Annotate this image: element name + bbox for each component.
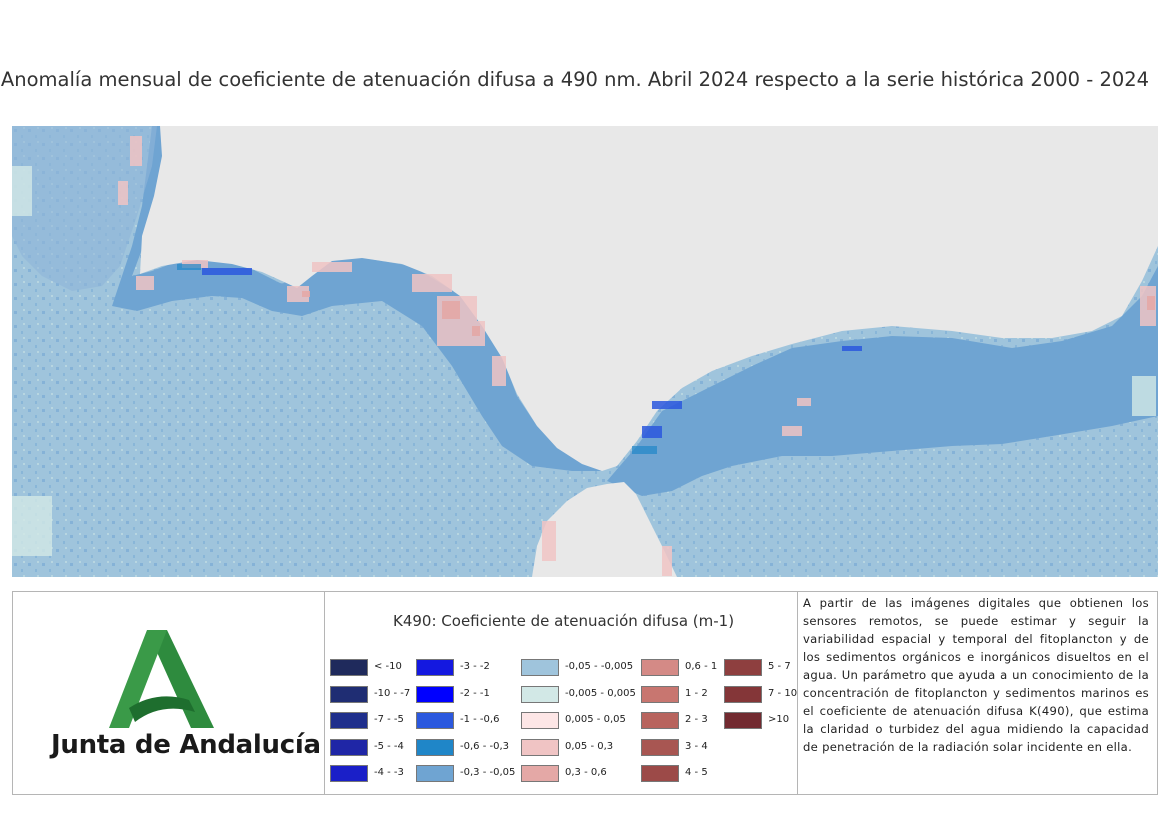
legend-label: -4 - -3: [374, 767, 404, 778]
legend-swatch: [416, 738, 454, 756]
legend-swatch: [416, 712, 454, 729]
map-title: Anomalía mensual de coeficiente de atenu…: [0, 68, 1150, 91]
legend-label: -3 - -2: [460, 661, 490, 672]
legend-swatch: [521, 685, 559, 703]
legend-swatch: [330, 712, 368, 729]
legend-label: 0,3 - 0,6: [565, 767, 607, 778]
legend-title: K490: Coeficiente de atenuación difusa (…: [393, 612, 735, 630]
legend-swatch: [724, 659, 762, 676]
footer-panel: Junta de Andalucía K490: Coeficiente de …: [12, 591, 1158, 795]
legend-swatch: [724, 685, 762, 703]
negative-anomaly-patches: [202, 268, 862, 438]
legend-swatch: [521, 659, 559, 676]
legend-swatch: [641, 659, 679, 676]
land-africa: [532, 482, 677, 577]
legend-panel: K490: Coeficiente de atenuación difusa (…: [325, 592, 798, 794]
legend-label: -0,6 - -0,3: [460, 740, 509, 752]
legend-swatch: [416, 659, 454, 676]
legend-label: -10 - -7: [374, 687, 411, 699]
legend-label: 0,05 - 0,3: [565, 740, 614, 752]
legend-swatch: [641, 738, 679, 756]
legend-label: 0,005 - 0,05: [565, 714, 626, 725]
legend-swatch: [521, 738, 559, 756]
legend-swatch: [330, 685, 368, 703]
legend-label: -0,005 - 0,005: [565, 687, 636, 699]
legend-label: 7 - 10: [768, 687, 798, 699]
anomaly-map: [12, 126, 1158, 577]
legend-swatch: [521, 712, 559, 729]
legend-label: -5 - -4: [374, 740, 404, 752]
legend-swatch: [330, 765, 368, 782]
legend-swatch: [521, 765, 559, 782]
legend-label: -7 - -5: [374, 714, 404, 725]
legend-label: < -10: [374, 661, 402, 672]
coastal-band-north: [112, 126, 602, 471]
legend-swatch: [641, 765, 679, 782]
legend-swatch: [416, 765, 454, 782]
logo-text: Junta de Andalucía: [51, 730, 321, 760]
legend-label: -2 - -1: [460, 687, 490, 699]
legend-swatch: [416, 685, 454, 703]
legend-label: >10: [768, 714, 790, 725]
junta-andalucia-logo-icon: [109, 630, 214, 728]
legend-swatch: [330, 659, 368, 676]
legend-label: 0,6 - 1: [685, 661, 718, 672]
legend-label: 2 - 3: [685, 714, 708, 725]
legend-label: 4 - 5: [685, 767, 708, 778]
legend-label: 1 - 2: [685, 687, 708, 699]
legend-label: 3 - 4: [685, 740, 708, 752]
legend-label: -1 - -0,6: [460, 714, 500, 725]
logo-panel: Junta de Andalucía: [13, 592, 325, 794]
legend-swatch: [641, 712, 679, 729]
legend-swatch: [724, 712, 762, 729]
legend-label: -0,05 - -0,005: [565, 661, 634, 672]
legend-label: -0,3 - -0,05: [460, 767, 516, 778]
description-panel: A partir de las imágenes digitales que o…: [799, 592, 1151, 794]
legend-label: 5 - 7: [768, 661, 791, 672]
legend-swatch: [641, 685, 679, 703]
description-text: A partir de las imágenes digitales que o…: [803, 596, 1149, 754]
land-iberia: [140, 126, 1158, 471]
coastal-band-south: [607, 266, 1158, 496]
legend-swatch: [330, 738, 368, 756]
